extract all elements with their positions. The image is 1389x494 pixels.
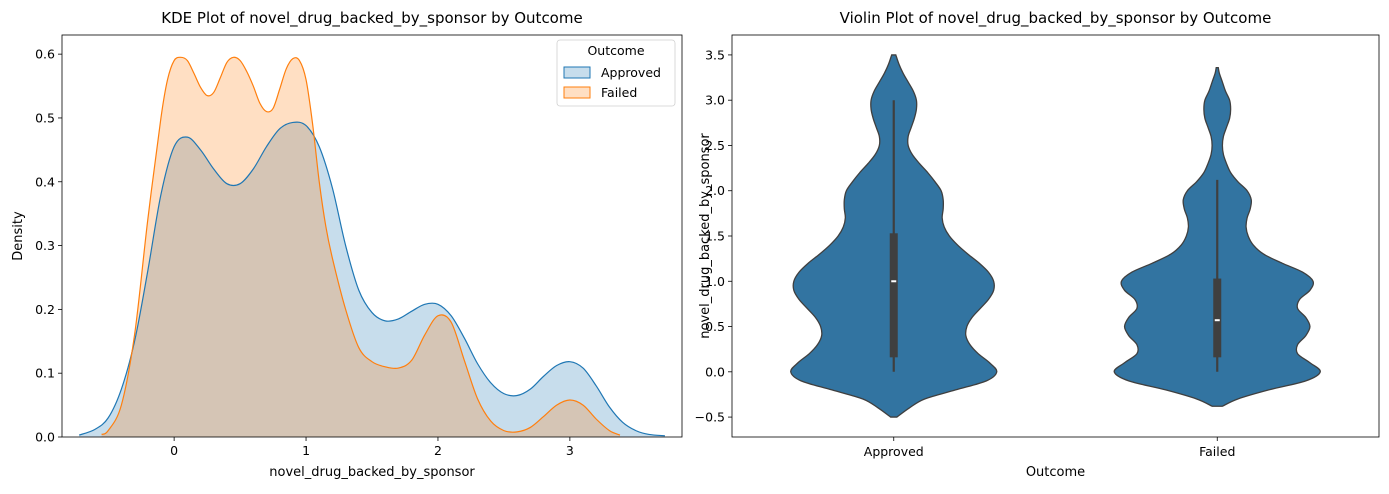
kde-x-ticks: 0 1 2 3: [170, 437, 574, 458]
kde-area-failed: [101, 57, 620, 438]
kde-y-tick-label: 0.1: [35, 366, 55, 381]
kde-x-tick-label: 0: [170, 443, 178, 458]
kde-x-tick-label: 3: [566, 443, 574, 458]
violin-y-tick-label: 1.5: [705, 229, 725, 244]
violin-shapes: [790, 54, 1321, 418]
violin-y-tick-label: 0.0: [705, 364, 725, 379]
kde-y-axis-label: Density: [11, 211, 26, 261]
violin-y-ticks: −0.5 0.0 0.5 1.0 1.5 2.0 2.5 3.0 3.5: [695, 47, 732, 425]
violin-x-tick-label: Approved: [864, 444, 924, 459]
violin-y-tick-label: 2.5: [705, 138, 725, 153]
kde-y-tick-label: 0.5: [35, 110, 55, 125]
kde-line-approved: [78, 121, 665, 437]
kde-x-tick-label: 2: [434, 443, 442, 458]
kde-y-tick-label: 0.0: [35, 430, 55, 445]
kde-title: KDE Plot of novel_drug_backed_by_sponsor…: [161, 9, 582, 28]
kde-x-tick-label: 1: [302, 443, 310, 458]
violin-title: Violin Plot of novel_drug_backed_by_spon…: [840, 9, 1272, 28]
violin-x-tick-label: Failed: [1199, 444, 1235, 459]
violin-x-ticks: Approved Failed: [864, 437, 1235, 459]
kde-y-tick-label: 0.4: [35, 174, 55, 189]
legend-title: Outcome: [587, 43, 644, 58]
violin-iqr-failed: [1213, 278, 1222, 358]
legend-swatch-approved: [563, 66, 591, 79]
kde-legend: Outcome Approved Failed: [556, 39, 676, 107]
violin-y-tick-label: 1.0: [705, 274, 725, 289]
legend-box: [556, 39, 676, 107]
violin-y-tick-label: 2.0: [705, 183, 725, 198]
legend-label-approved: Approved: [601, 65, 661, 80]
violin-x-axis-label: Outcome: [1026, 465, 1085, 480]
legend-label-failed: Failed: [601, 85, 637, 100]
kde-y-tick-label: 0.2: [35, 302, 55, 317]
violin-y-tick-label: −0.5: [695, 410, 725, 425]
violin-y-tick-label: 0.5: [705, 319, 725, 334]
kde-area-approved: [79, 122, 665, 438]
legend-swatch-failed: [563, 86, 591, 99]
kde-line-failed: [101, 56, 621, 436]
violin-iqr-approved: [889, 233, 898, 358]
kde-y-ticks: 0.0 0.1 0.2 0.3 0.4 0.5 0.6: [35, 47, 62, 445]
violin-y-axis-label: novel_drug_backed_by_sponsor: [698, 133, 713, 339]
kde-axes-frame: [61, 34, 683, 438]
kde-x-axis-label: novel_drug_backed_by_sponsor: [269, 465, 475, 480]
violin-chart: Violin Plot of novel_drug_backed_by_spon…: [695, 9, 1380, 480]
kde-areas: [78, 56, 665, 438]
kde-y-tick-label: 0.3: [35, 238, 55, 253]
kde-chart: KDE Plot of novel_drug_backed_by_sponsor…: [11, 9, 683, 480]
violin-y-tick-label: 3.5: [705, 47, 725, 62]
violin-y-tick-label: 3.0: [705, 93, 725, 108]
kde-y-tick-label: 0.6: [35, 47, 55, 62]
